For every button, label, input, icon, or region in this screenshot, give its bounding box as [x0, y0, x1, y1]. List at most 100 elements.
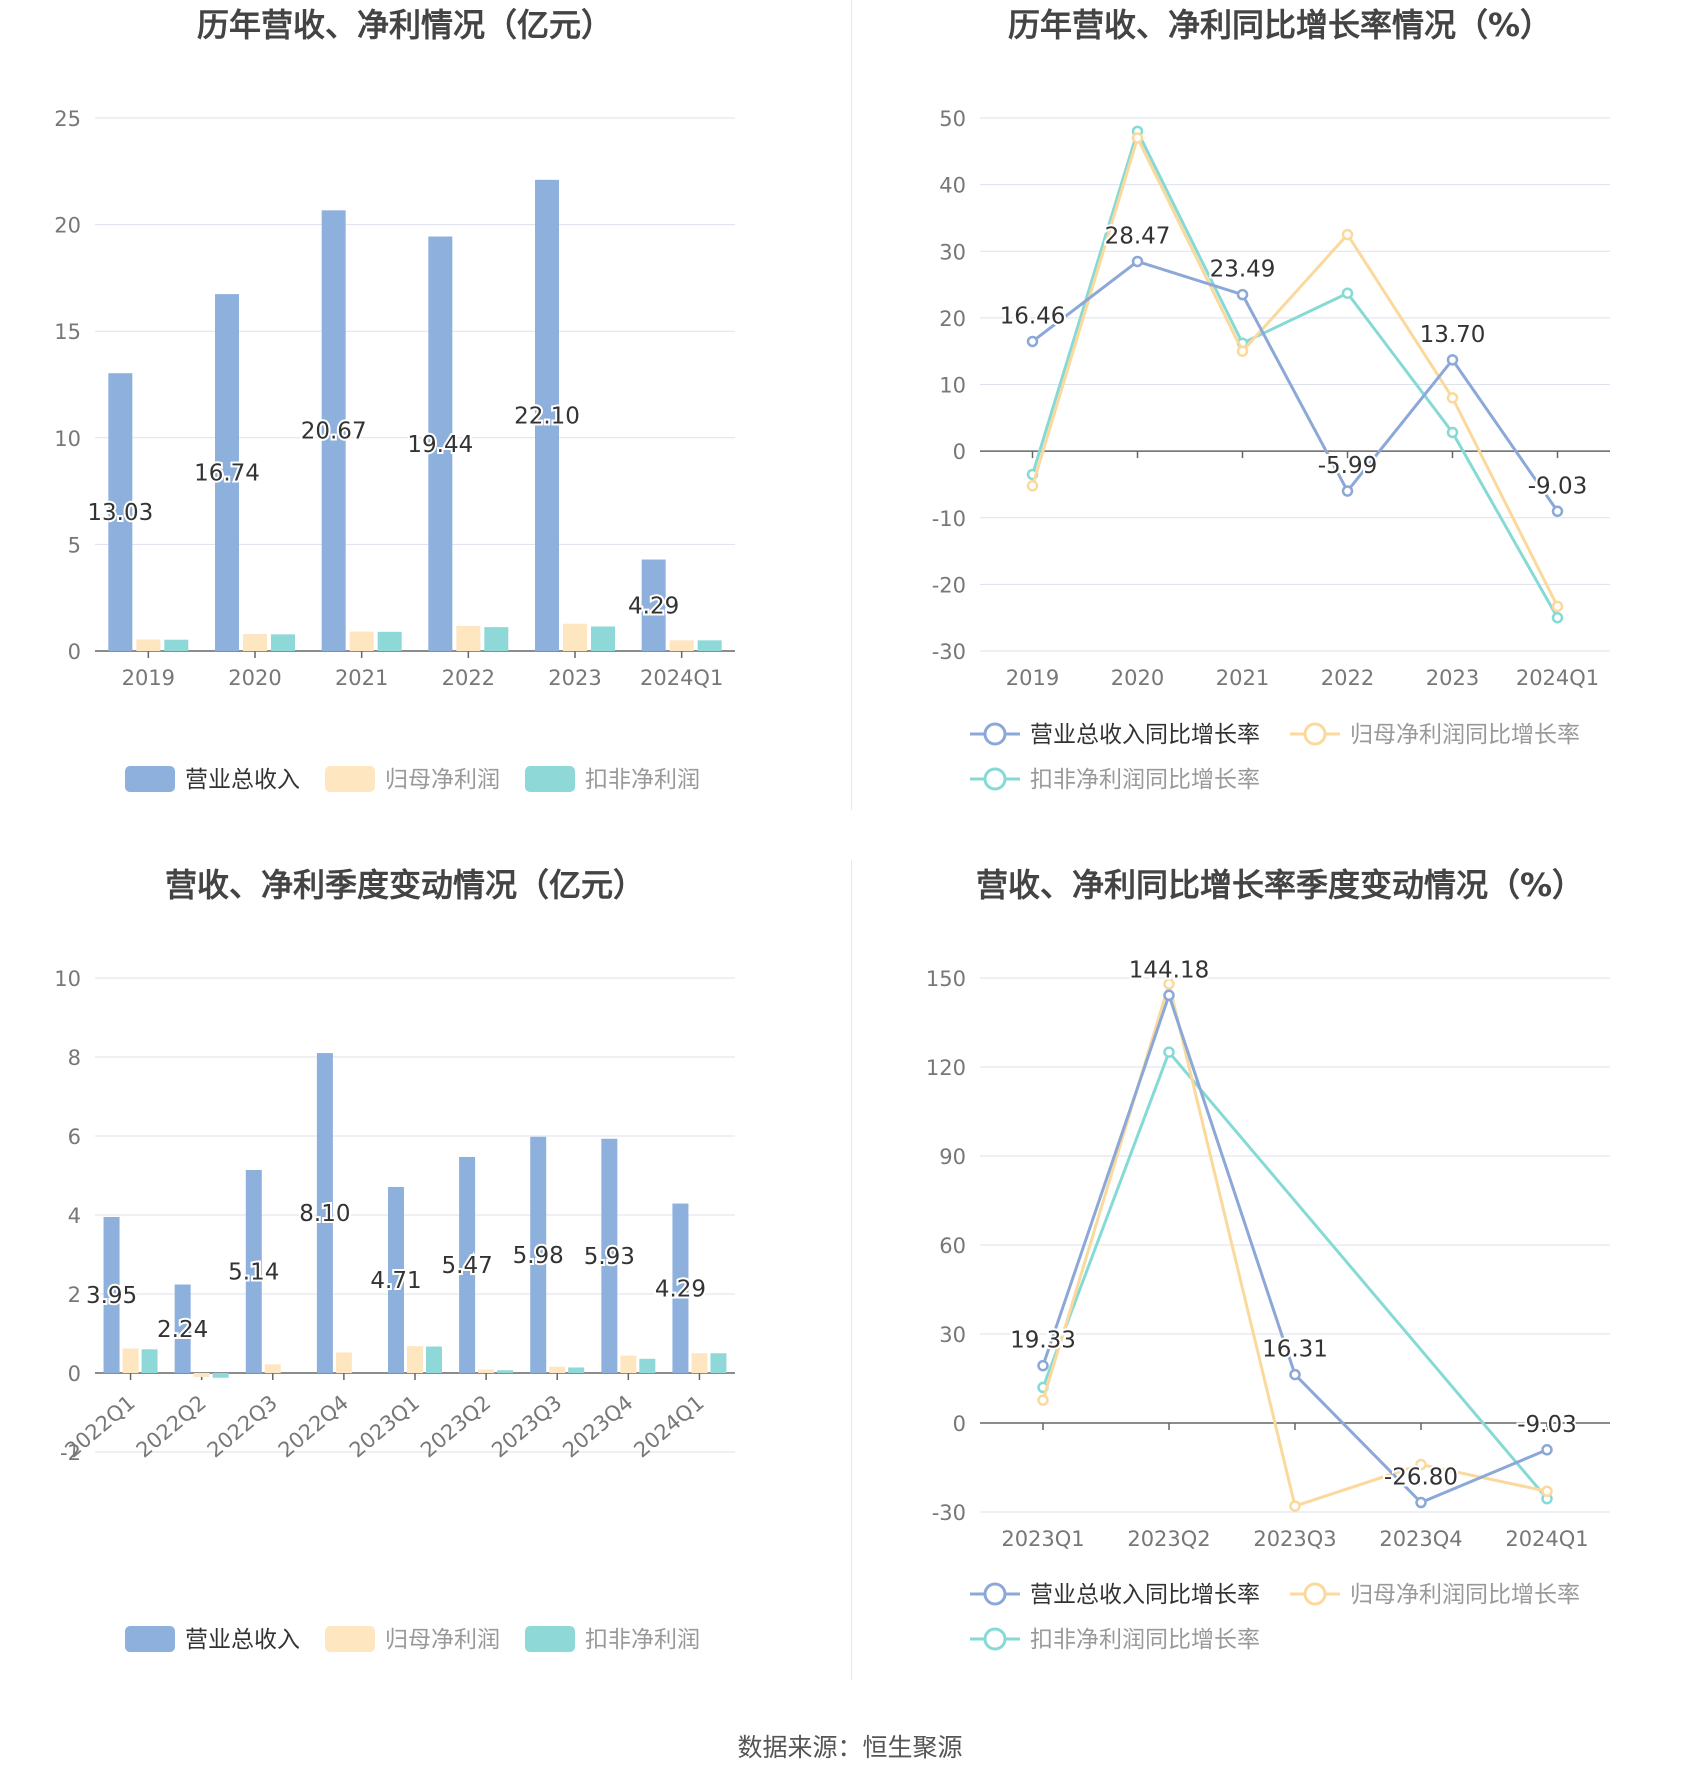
bar-deducted-profit	[271, 634, 295, 651]
legend-label: 营业总收入同比增长率	[1030, 722, 1260, 748]
bar-value-label: 4.29	[628, 593, 679, 619]
bar-revenue	[535, 179, 559, 651]
point-value-label: 144.18	[1129, 957, 1209, 983]
series-point	[1163, 978, 1175, 990]
y-tick-label: 0	[953, 440, 966, 464]
x-tick-label: 2022	[1321, 666, 1374, 690]
bar-value-label: 20.67	[301, 419, 367, 445]
bar-revenue	[174, 1284, 191, 1373]
legend-label: 营业总收入	[185, 1627, 300, 1653]
series-point	[1163, 989, 1175, 1002]
y-tick-label: 120	[926, 1056, 966, 1080]
x-tick-label: 2023	[1426, 666, 1479, 690]
y-tick-label: 0	[68, 640, 81, 664]
bar-revenue	[459, 1156, 476, 1373]
bar-value-label: 22.10	[514, 403, 580, 429]
bar-revenue	[601, 1138, 618, 1373]
bar-net-profit	[669, 640, 694, 651]
bar-value-label: 5.98	[513, 1243, 564, 1269]
bar-net-profit	[243, 633, 267, 651]
series-point	[1415, 1496, 1427, 1509]
bar-net-profit	[349, 631, 374, 651]
point-value-label: 13.70	[1420, 322, 1486, 348]
legend-label: 营业总收入	[185, 767, 300, 793]
bar-value-label: 5.14	[228, 1259, 279, 1285]
bar-value-label: 4.71	[370, 1268, 421, 1294]
series-point	[1236, 345, 1249, 357]
legend-label: 扣非净利润同比增长率	[1030, 767, 1260, 793]
quarterly-revenue-profit-chart: 营收、净利季度变动情况（亿元） -2 0 2 4 6 8 10 3.95 2022Q1 2.24 20…	[0, 860, 850, 1700]
bar-net-profit	[563, 623, 587, 651]
y-tick-label: 0	[68, 1362, 81, 1386]
x-tick-label: 2024Q1	[640, 666, 723, 690]
bar-value-label: 3.95	[86, 1283, 137, 1309]
y-tick-label: 30	[939, 1323, 966, 1347]
bar-revenue	[215, 294, 239, 651]
bar-revenue	[672, 1203, 689, 1373]
y-tick-label: 10	[54, 967, 81, 991]
bar-net-profit	[136, 639, 161, 651]
data-source-note: 数据来源：恒生聚源	[737, 1733, 963, 1762]
bar-revenue	[108, 373, 133, 651]
bar-deducted-profit	[568, 1367, 585, 1373]
bar-deducted-profit	[377, 631, 402, 651]
x-tick-label: 2020	[228, 666, 281, 690]
bar-value-label: 13.03	[87, 500, 153, 526]
y-tick-label: 15	[54, 320, 81, 344]
series-point	[1551, 611, 1564, 624]
y-tick-label: 30	[939, 240, 966, 264]
bar-value-label: 8.10	[299, 1201, 350, 1227]
bar-deducted-profit	[639, 1358, 656, 1373]
legend-label: 归母净利润同比增长率	[1350, 1582, 1580, 1608]
legend-swatch	[125, 766, 175, 792]
chart-svg: 历年营收、净利情况（亿元） 0 5 10 15 20 25 13.03 2019 16.74 202…	[54, 6, 735, 793]
bar-deducted-profit	[484, 627, 509, 651]
x-tick-label: 2021	[335, 666, 388, 690]
chart-title: 历年营收、净利情况（亿元）	[197, 6, 613, 44]
bar-net-profit	[122, 1348, 139, 1373]
series-line	[1041, 1049, 1549, 1500]
bar-revenue	[103, 1216, 120, 1373]
chart-title: 历年营收、净利同比增长率情况（%）	[1008, 6, 1552, 44]
bar-value-label: 16.74	[194, 461, 260, 487]
legend-marker	[1303, 1582, 1327, 1606]
chart-svg: 营收、净利季度变动情况（亿元）-202468103.952022Q12.2420…	[54, 866, 735, 1653]
bar-value-label: 5.93	[584, 1244, 635, 1270]
series-point	[1236, 288, 1249, 301]
y-tick-label: -10	[932, 507, 966, 531]
bar-deducted-profit	[497, 1370, 514, 1373]
point-value-label: 19.33	[1010, 1328, 1076, 1354]
bar-net-profit	[193, 1373, 210, 1377]
series-point	[1541, 1485, 1553, 1497]
bar-net-profit	[549, 1366, 566, 1373]
series-line	[1031, 127, 1559, 619]
legend-swatch	[325, 1626, 375, 1652]
series-point	[1026, 335, 1039, 348]
point-value-label: -26.80	[1384, 1465, 1458, 1491]
point-value-label: 23.49	[1210, 257, 1276, 283]
y-tick-label: 0	[953, 1412, 966, 1436]
y-tick-label: 40	[939, 174, 966, 198]
bar-deducted-profit	[591, 626, 615, 651]
legend-marker	[983, 1627, 1007, 1651]
legend-marker	[1303, 722, 1327, 746]
y-tick-label: 2	[68, 1283, 81, 1307]
chart-title: 营收、净利季度变动情况（亿元）	[165, 866, 645, 904]
bar-net-profit	[478, 1369, 495, 1373]
quarterly-growth-rate-chart: 营收、净利同比增长率季度变动情况（%） -30 0 30 60 90 120 150 2023Q…	[850, 860, 1700, 1700]
series-line	[1031, 133, 1559, 608]
bar-revenue	[428, 236, 453, 652]
chart-svg: 历年营收、净利同比增长率情况（%） -30 -20 -10 0 10 20 30 40 50 201…	[932, 6, 1610, 793]
bar-net-profit	[335, 1352, 352, 1373]
bar-deducted-profit	[697, 640, 722, 651]
x-tick-label: 2024Q1	[1516, 666, 1599, 690]
bar-value-label: 4.29	[655, 1276, 706, 1302]
series-point	[1037, 1359, 1049, 1372]
legend-label: 扣非净利润	[585, 767, 700, 793]
bar-revenue	[641, 559, 666, 651]
legend-marker	[983, 1582, 1007, 1606]
series-point	[1037, 1394, 1049, 1406]
series-point	[1446, 354, 1459, 366]
point-value-label: 16.46	[1000, 303, 1066, 329]
series-point	[1341, 287, 1354, 299]
